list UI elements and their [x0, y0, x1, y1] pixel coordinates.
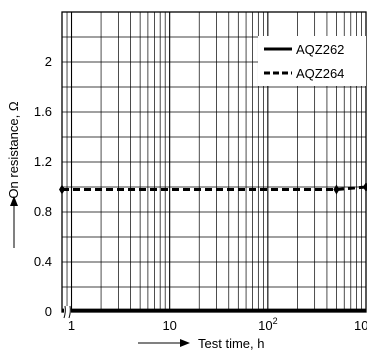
plot-frame [61, 11, 367, 313]
x-tick-label: 103 [354, 316, 367, 333]
legend-label: AQZ262 [296, 42, 344, 57]
x-axis-arrow [138, 339, 190, 347]
series-point [333, 184, 340, 195]
series-point [363, 182, 367, 192]
x-tick-label: 1 [68, 318, 75, 333]
grid [62, 12, 366, 312]
y-tick-label: 1.2 [34, 154, 52, 169]
axis-break-gap [64, 306, 71, 320]
series-layer [59, 182, 367, 312]
legend-box [258, 36, 366, 86]
x-axis-label: Test time, h [198, 336, 264, 351]
x-tick-label: 10 [162, 318, 176, 333]
series-point [59, 184, 65, 195]
legend-label: AQZ264 [296, 66, 344, 81]
y-tick-label: 2 [45, 54, 52, 69]
y-axis-arrow [10, 196, 18, 248]
y-tick-label: 1.6 [34, 104, 52, 119]
y-tick-label: 0.4 [34, 254, 52, 269]
axis-break-mark [63, 305, 71, 320]
y-tick-label: 0.8 [34, 204, 52, 219]
x-tick-label: 102 [258, 316, 277, 333]
series-line-aqz264 [62, 185, 367, 191]
axis-break-line [68, 305, 71, 319]
axis-break-line [63, 305, 66, 319]
tick-labels: 0 0.4 0.8 1.2 1.6 2 1 10 102 103 [34, 54, 367, 333]
legend: AQZ262 AQZ264 [258, 36, 366, 86]
y-tick-label: 0 [45, 304, 52, 319]
y-axis-label: On resistance, Ω [6, 101, 21, 198]
